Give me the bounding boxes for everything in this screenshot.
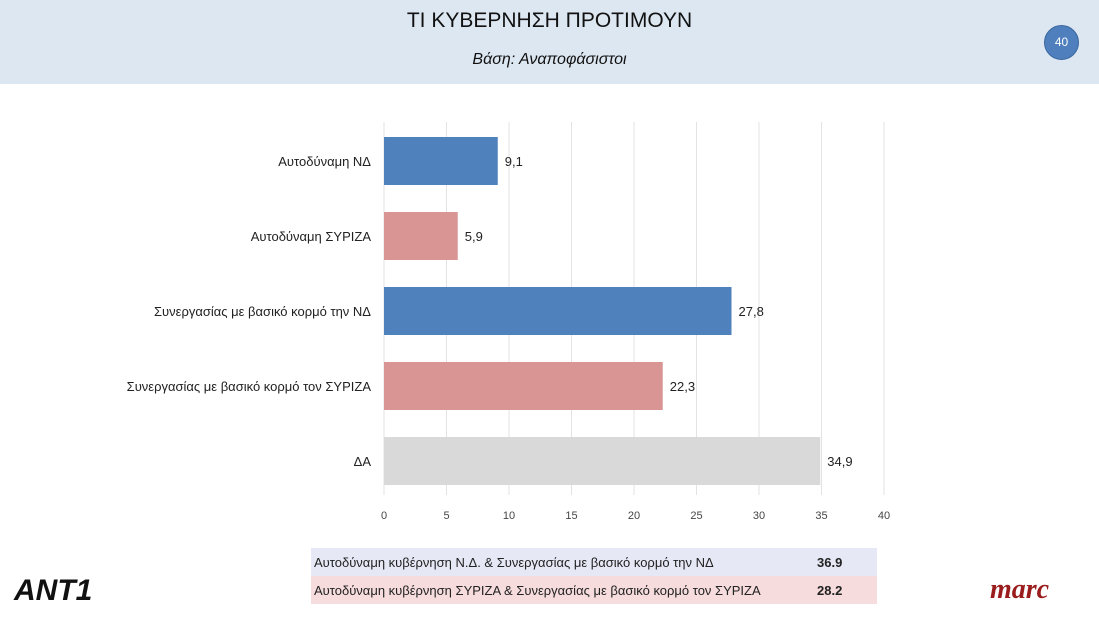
value-label-1: 5,9 — [465, 229, 483, 244]
summary-label-nd: Αυτοδύναμη κυβέρνηση Ν.Δ. & Συνεργασίας … — [314, 554, 714, 570]
summary-row-syriza: Αυτοδύναμη κυβέρνηση ΣΥΡΙΖΑ & Συνεργασία… — [311, 576, 877, 604]
page-subtitle: Βάση: Αναποφάσιστοι — [472, 51, 627, 68]
category-label-1: Αυτοδύναμη ΣΥΡΙΖΑ — [251, 229, 372, 244]
summary-table: Αυτοδύναμη κυβέρνηση Ν.Δ. & Συνεργασίας … — [311, 548, 877, 604]
bar-0 — [384, 137, 498, 185]
bar-2 — [384, 287, 732, 335]
summary-value-nd: 36.9 — [817, 554, 843, 570]
value-label-0: 9,1 — [505, 154, 523, 169]
x-tick-label-35: 35 — [815, 510, 827, 522]
value-label-4: 34,9 — [827, 454, 852, 469]
category-label-2: Συνεργασίας με βασικό κορμό την ΝΔ — [154, 304, 371, 319]
chart-value-labels: 9,1 5,9 27,8 22,3 34,9 — [465, 154, 853, 469]
x-tick-label-5: 5 — [443, 510, 449, 522]
x-tick-label-10: 10 — [503, 510, 515, 522]
page-number-badge: 40 — [1044, 25, 1079, 60]
bar-chart: Αυτοδύναμη ΝΔ Αυτοδύναμη ΣΥΡΙΖΑ Συνεργασία… — [127, 122, 890, 522]
category-label-0: Αυτοδύναμη ΝΔ — [278, 154, 371, 169]
page-title: ΤΙ ΚΥΒΕΡΝΗΣΗ ΠΡΟΤΙΜΟΥΝ — [406, 9, 693, 32]
chart-category-labels: Αυτοδύναμη ΝΔ Αυτοδύναμη ΣΥΡΙΖΑ Συνεργασία… — [127, 154, 372, 469]
value-label-2: 27,8 — [739, 304, 764, 319]
summary-label-syriza: Αυτοδύναμη κυβέρνηση ΣΥΡΙΖΑ & Συνεργασία… — [314, 582, 761, 598]
ant1-logo: ANT1 — [13, 574, 92, 606]
value-label-3: 22,3 — [670, 379, 695, 394]
marc-logo-text: marc — [990, 574, 1050, 605]
category-label-4: ΔΑ — [354, 454, 372, 469]
summary-value-syriza: 28.2 — [817, 582, 843, 598]
x-tick-label-30: 30 — [753, 510, 765, 522]
x-tick-label-0: 0 — [381, 510, 387, 522]
bar-1 — [384, 212, 458, 260]
chart-tick-labels: 0 5 10 15 20 25 30 35 40 — [381, 510, 890, 522]
x-tick-label-20: 20 — [628, 510, 640, 522]
ant1-logo-text: ANT1 — [13, 574, 92, 606]
x-tick-label-15: 15 — [565, 510, 577, 522]
bar-3 — [384, 362, 663, 410]
marc-logo: marc — [990, 574, 1050, 605]
category-label-3: Συνεργασίας με βασικό κορμό τον ΣΥΡΙΖΑ — [127, 379, 372, 394]
x-tick-label-25: 25 — [690, 510, 702, 522]
chart-bars — [384, 137, 821, 485]
bar-4 — [384, 437, 821, 485]
x-tick-label-40: 40 — [878, 510, 890, 522]
header-band: ΤΙ ΚΥΒΕΡΝΗΣΗ ΠΡΟΤΙΜΟΥΝ Βάση: Αναποφάσιστ… — [0, 0, 1099, 84]
summary-row-nd: Αυτοδύναμη κυβέρνηση Ν.Δ. & Συνεργασίας … — [311, 548, 877, 576]
